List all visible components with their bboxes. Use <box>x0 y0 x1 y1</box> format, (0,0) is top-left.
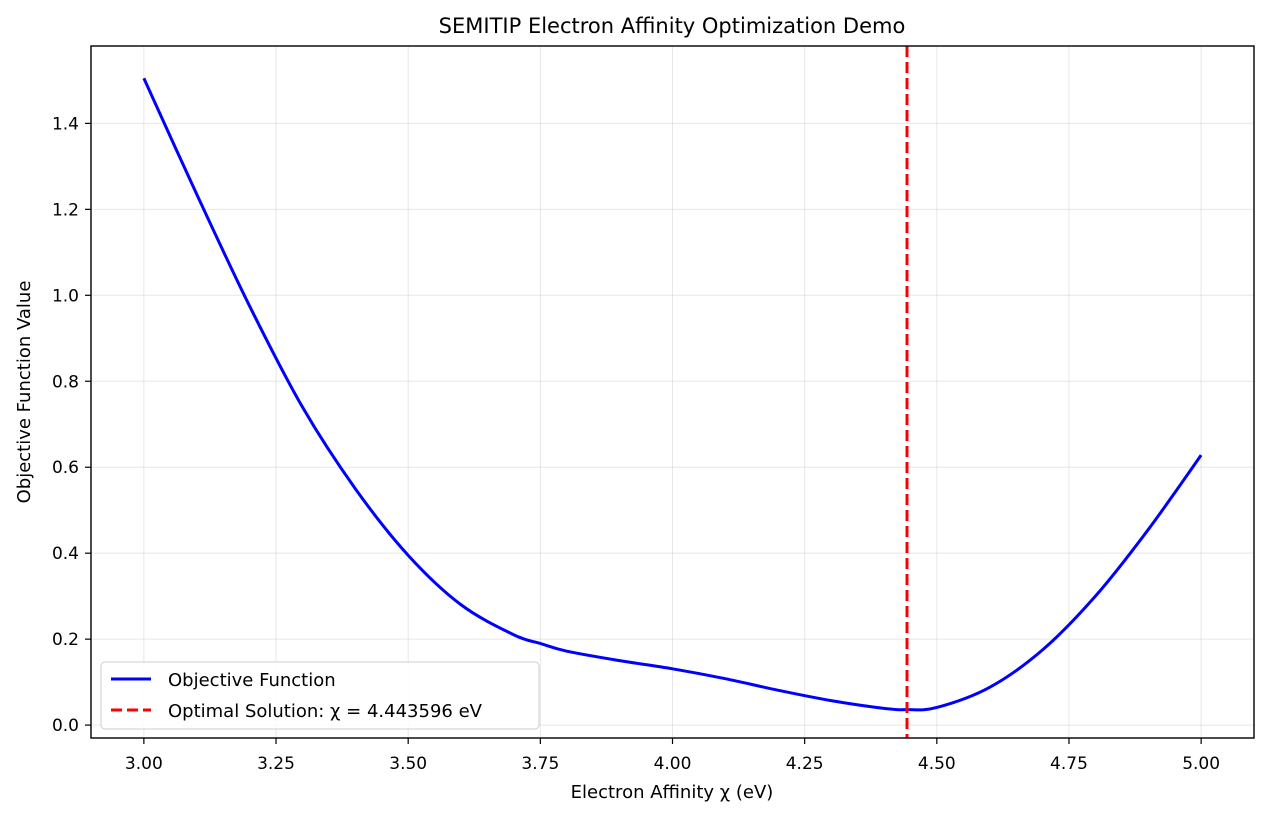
legend-label-objective: Objective Function <box>168 670 336 691</box>
y-tick-label: 1.4 <box>52 114 79 134</box>
y-tick-label: 0.4 <box>52 544 79 564</box>
y-tick-label: 0.2 <box>52 630 79 650</box>
x-tick-label: 3.75 <box>521 754 559 774</box>
x-axis-label: Electron Affinity χ (eV) <box>571 782 774 803</box>
x-axis-ticks: 3.00 3.25 3.50 3.75 4.00 4.25 4.50 4.75 5.00 <box>125 738 1220 774</box>
legend: Objective Function Optimal Solution: χ =… <box>100 661 540 730</box>
y-tick-label: 1.2 <box>52 200 79 220</box>
x-tick-label: 3.25 <box>257 754 295 774</box>
objective-function-line <box>142 77 1203 712</box>
grid <box>91 46 1254 738</box>
legend-box <box>100 661 540 730</box>
y-tick-label: 0.8 <box>52 372 79 392</box>
x-tick-label: 4.75 <box>1050 754 1088 774</box>
y-tick-label: 1.0 <box>52 286 79 306</box>
legend-label-optimal: Optimal Solution: χ = 4.443596 eV <box>168 701 483 722</box>
y-tick-label: 0.0 <box>52 716 79 736</box>
chart-title: SEMITIP Electron Affinity Optimization D… <box>439 14 906 38</box>
y-axis-label: Objective Function Value <box>14 281 35 504</box>
y-axis-ticks: 0.0 0.2 0.4 0.6 0.8 1.0 1.2 1.4 <box>52 114 91 736</box>
x-tick-label: 4.00 <box>654 754 692 774</box>
y-tick-label: 0.6 <box>52 458 79 478</box>
x-tick-label: 4.50 <box>918 754 956 774</box>
x-tick-label: 4.25 <box>786 754 824 774</box>
plot-content <box>142 46 1203 738</box>
x-tick-label: 3.00 <box>125 754 163 774</box>
x-tick-label: 5.00 <box>1182 754 1220 774</box>
x-tick-label: 3.50 <box>389 754 427 774</box>
